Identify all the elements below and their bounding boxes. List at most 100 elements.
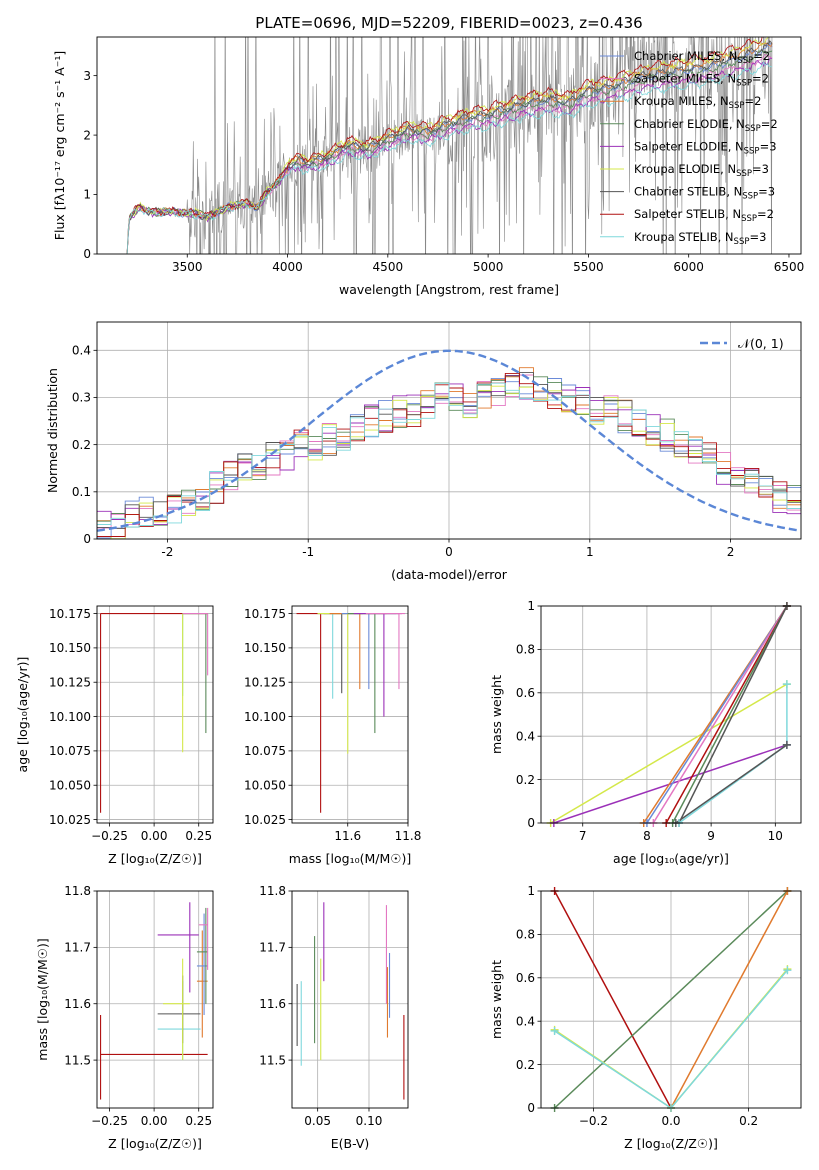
plot-area-age_vs_mass	[296, 613, 405, 813]
y-tick-label: 0.2	[72, 438, 91, 452]
legend-entry: Chabrier MILES, NSSP=2	[634, 49, 770, 66]
y-tick-label: 2	[83, 128, 91, 142]
y-tick-label: 10.150	[244, 641, 286, 655]
y-tick-label: 11.8	[64, 884, 91, 898]
model-spectrum-line	[126, 61, 773, 254]
legend-entry: Chabrier STELIB, NSSP=3	[634, 185, 775, 202]
y-tick-label: 0.6	[516, 971, 535, 985]
axes-frame	[540, 890, 802, 1109]
y-tick-label: 0	[83, 247, 91, 261]
x-tick-label: 11.8	[395, 829, 422, 843]
grid-mass_vs_EBV	[292, 890, 408, 1108]
x-tick-label: 0.00	[141, 829, 168, 843]
axes-spectrum: 3500 4000 4500 5000 5500 6000 6500 0 1 2 3 waveleng…	[52, 36, 804, 297]
y-tick-label: 10.175	[244, 607, 286, 621]
x-tick-label: -2	[161, 545, 173, 559]
y-axis-label: Normed distribution	[45, 368, 60, 493]
plot-area-residual_histogram	[97, 349, 801, 539]
plot-area-mass_vs_EBV	[296, 902, 405, 1100]
x-axis-label: (data-model)/error	[391, 567, 508, 582]
charts-layer: 3500 4000 4500 5000 5500 6000 6500 0 1 2 3 waveleng…	[15, 36, 804, 1151]
axes-mass_vs_EBV: 0.05 0.10 11.5 11.6 11.7 11.8 E(B-V)	[259, 884, 409, 1151]
x-tick-label: 0.00	[141, 1114, 168, 1128]
legend-entry: Kroupa STELIB, NSSP=3	[634, 230, 766, 247]
legend-entry: Salpeter ELODIE, NSSP=3	[634, 139, 777, 156]
legend: Chabrier MILES, NSSP=2 Salpeter MILES, NS…	[600, 49, 778, 247]
axes-age_vs_mass: 11.6 11.8 10.025 10.050 10.075 10.100 10.125 10…	[244, 605, 422, 866]
x-axis-label: E(B-V)	[331, 1136, 370, 1151]
x-tick-label: 10	[768, 829, 783, 843]
x-tick-label: 0.2	[739, 1114, 758, 1128]
weight-line	[670, 891, 789, 1108]
x-tick-label: 2	[727, 545, 735, 559]
x-tick-label: 3500	[172, 260, 203, 274]
x-tick-label: 5500	[573, 260, 604, 274]
x-axis-label: Z [log₁₀(Z/Z☉)]	[624, 1136, 718, 1151]
y-tick-label: 11.8	[259, 884, 286, 898]
y-tick-label: 0.8	[516, 643, 535, 657]
y-tick-label: 10.025	[49, 813, 91, 827]
y-tick-label: 10.100	[244, 710, 286, 724]
weight-line	[665, 606, 788, 823]
x-tick-label: −0.2	[579, 1114, 608, 1128]
y-axis-label: age [log₁₀(age/yr)]	[15, 657, 30, 773]
model-spectrum-line	[126, 57, 773, 254]
weight-marker	[550, 1026, 559, 1035]
y-tick-label: 1	[527, 599, 535, 613]
y-tick-label: 0.1	[72, 485, 91, 499]
grid-age_vs_mass	[292, 606, 409, 823]
y-tick-label: 10.175	[49, 607, 91, 621]
weight-line	[553, 891, 672, 1108]
y-tick-label: 11.5	[64, 1053, 91, 1067]
y-tick-label: 10.075	[49, 744, 91, 758]
axes-frame	[96, 605, 214, 824]
x-tick-label: 11.6	[334, 829, 361, 843]
axes-frame	[96, 890, 214, 1109]
axes-frame	[291, 890, 409, 1109]
legend-entry: Salpeter STELIB, NSSP=2	[634, 207, 774, 224]
x-tick-label: 0.05	[304, 1114, 331, 1128]
y-tick-label: 11.7	[64, 941, 91, 955]
x-axis-label: Z [log₁₀(Z/Z☉)]	[108, 851, 202, 866]
x-tick-label: 0.10	[356, 1114, 383, 1128]
y-tick-label: 11.6	[64, 997, 91, 1011]
axes-frame	[540, 605, 802, 824]
x-tick-label: -1	[302, 545, 314, 559]
y-tick-label: 0.2	[516, 1058, 535, 1072]
axes-weight_vs_Z: −0.2 0.0 0.2 0 0.2 0.4 0.6 0.8 1 Z [log₁₀(Z/Z☉)] m…	[489, 884, 802, 1151]
y-tick-label: 11.5	[259, 1053, 286, 1067]
weight-line	[671, 606, 788, 823]
x-tick-label: 0.25	[185, 829, 212, 843]
y-axis-label: mass weight	[489, 960, 504, 1039]
x-tick-label: 0.25	[185, 1114, 212, 1128]
weight-line	[652, 606, 788, 823]
weight-line	[678, 606, 788, 823]
x-tick-label: 6000	[673, 260, 704, 274]
weight-marker	[783, 966, 792, 975]
axes-frame	[291, 605, 409, 824]
y-tick-label: 10.050	[244, 778, 286, 792]
plot-area-weight_vs_Z	[553, 891, 789, 1108]
grid-age_vs_Z	[97, 606, 213, 823]
legend-entry: Chabrier ELODIE, NSSP=2	[634, 117, 778, 134]
axes-frame	[96, 321, 802, 540]
x-tick-label: 1	[586, 545, 594, 559]
y-tick-label: 0.4	[72, 344, 91, 358]
y-tick-label: 10.125	[49, 675, 91, 689]
y-tick-label: 0.2	[516, 773, 535, 787]
y-tick-label: 10.050	[49, 778, 91, 792]
grid-mass_vs_Z	[97, 890, 213, 1108]
model-spectrum-line	[126, 53, 773, 254]
x-axis-label: age [log₁₀(age/yr)]	[613, 851, 729, 866]
figure-title: PLATE=0696, MJD=52209, FIBERID=0023, z=0…	[255, 14, 642, 32]
x-tick-label: −0.25	[91, 1114, 128, 1128]
y-tick-label: 3	[83, 69, 91, 83]
weight-marker	[782, 740, 791, 749]
model-spectrum-line	[126, 37, 769, 254]
x-tick-label: 0.0	[661, 1114, 680, 1128]
histogram-step-line	[97, 382, 801, 528]
legend-entry: Kroupa ELODIE, NSSP=3	[634, 162, 769, 179]
x-tick-label: 0	[445, 545, 453, 559]
y-tick-label: 10.125	[244, 675, 286, 689]
y-axis-label: mass weight	[489, 675, 504, 754]
